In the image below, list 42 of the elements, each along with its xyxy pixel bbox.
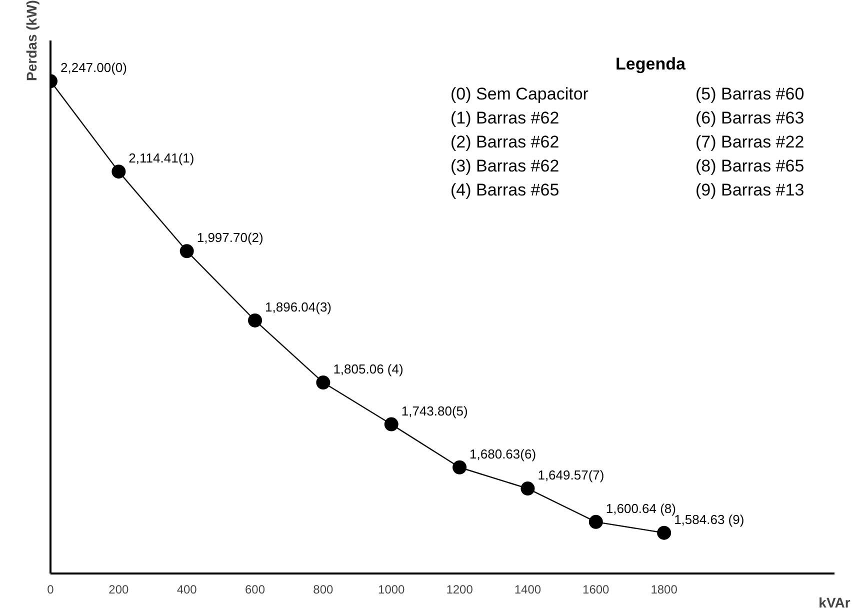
data-label: 1,997.70(2): [196, 230, 264, 246]
annotation: (9) Barras #13: [696, 180, 804, 200]
point: [588, 514, 603, 529]
y-axis-title: Perdas (kW): [24, 0, 40, 81]
annotation: (6) Barras #63: [696, 108, 804, 128]
x-tick-label: 800: [313, 582, 334, 596]
x-tick-label: 1000: [378, 582, 406, 596]
data-label: 1,600.64 (8): [606, 500, 676, 516]
data-label: 2,114.41(1): [128, 150, 194, 166]
annotation: (3) Barras #62: [450, 156, 560, 176]
x-tick-label: 0: [47, 582, 54, 596]
data-label: 1,649.57(7): [538, 468, 604, 483]
text: Legenda: [616, 54, 686, 74]
point: [316, 376, 330, 390]
annotation: (4) Barras #65: [450, 180, 560, 200]
point: [452, 460, 467, 474]
annotation: (5) Barras #60: [696, 84, 804, 104]
x-axis-title: kVAr: [818, 594, 851, 610]
point: [248, 314, 262, 328]
data-label: 2,247.00(0): [60, 60, 127, 76]
x-tick-label: 1600: [582, 582, 610, 596]
x-tick-label: 600: [245, 582, 266, 596]
annotation: (1) Barras #62: [450, 108, 560, 128]
annotation: (0) Sem Capacitor: [450, 84, 589, 104]
x-tick-label: 400: [176, 582, 198, 596]
data-label: 1,743.80(5): [401, 403, 468, 418]
annotation: (8) Barras #65: [696, 156, 804, 176]
x-tick-label: 1200: [446, 582, 474, 596]
x-tick-label: 1400: [514, 582, 542, 596]
point: [520, 482, 535, 496]
data-label: 1,805.06 (4): [333, 362, 404, 377]
point: [657, 526, 672, 540]
annotation: (2) Barras #62: [450, 132, 560, 152]
data-label: 1,680.63(6): [470, 446, 536, 462]
point: [112, 164, 126, 179]
point: [180, 244, 194, 258]
point: [384, 417, 398, 432]
data-label: 1,896.04(3): [265, 299, 332, 314]
data-label: 1,584.63 (9): [674, 512, 744, 527]
annotation: (7) Barras #22: [696, 132, 804, 152]
x-tick-label: 200: [108, 582, 130, 596]
x-tick-label: 1800: [650, 582, 678, 596]
